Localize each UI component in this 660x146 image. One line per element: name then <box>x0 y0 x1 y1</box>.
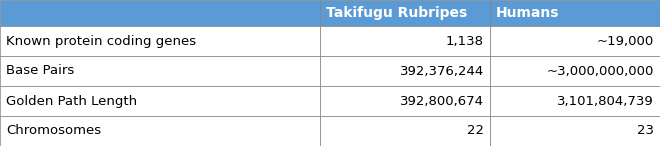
Bar <box>320 86 490 116</box>
Text: 22: 22 <box>467 125 484 138</box>
Text: 3,101,804,739: 3,101,804,739 <box>557 94 654 107</box>
Text: Humans: Humans <box>496 6 560 20</box>
Text: Golden Path Length: Golden Path Length <box>6 94 137 107</box>
Bar <box>490 26 660 56</box>
Text: 1,138: 1,138 <box>446 34 484 47</box>
Bar <box>320 116 490 146</box>
Text: Base Pairs: Base Pairs <box>6 65 74 78</box>
Bar <box>490 56 660 86</box>
Bar <box>0 116 320 146</box>
Text: Known protein coding genes: Known protein coding genes <box>6 34 196 47</box>
Bar <box>490 86 660 116</box>
Bar <box>490 0 660 26</box>
Bar <box>320 26 490 56</box>
Bar <box>320 0 490 26</box>
Text: Chromosomes: Chromosomes <box>6 125 101 138</box>
Bar <box>0 0 320 26</box>
Bar <box>0 26 320 56</box>
Text: 392,376,244: 392,376,244 <box>400 65 484 78</box>
Text: ~3,000,000,000: ~3,000,000,000 <box>546 65 654 78</box>
Text: Takifugu Rubripes: Takifugu Rubripes <box>326 6 467 20</box>
Bar <box>0 56 320 86</box>
Bar <box>320 56 490 86</box>
Bar <box>0 86 320 116</box>
Text: 392,800,674: 392,800,674 <box>400 94 484 107</box>
Text: 23: 23 <box>637 125 654 138</box>
Bar <box>490 116 660 146</box>
Text: ~19,000: ~19,000 <box>597 34 654 47</box>
